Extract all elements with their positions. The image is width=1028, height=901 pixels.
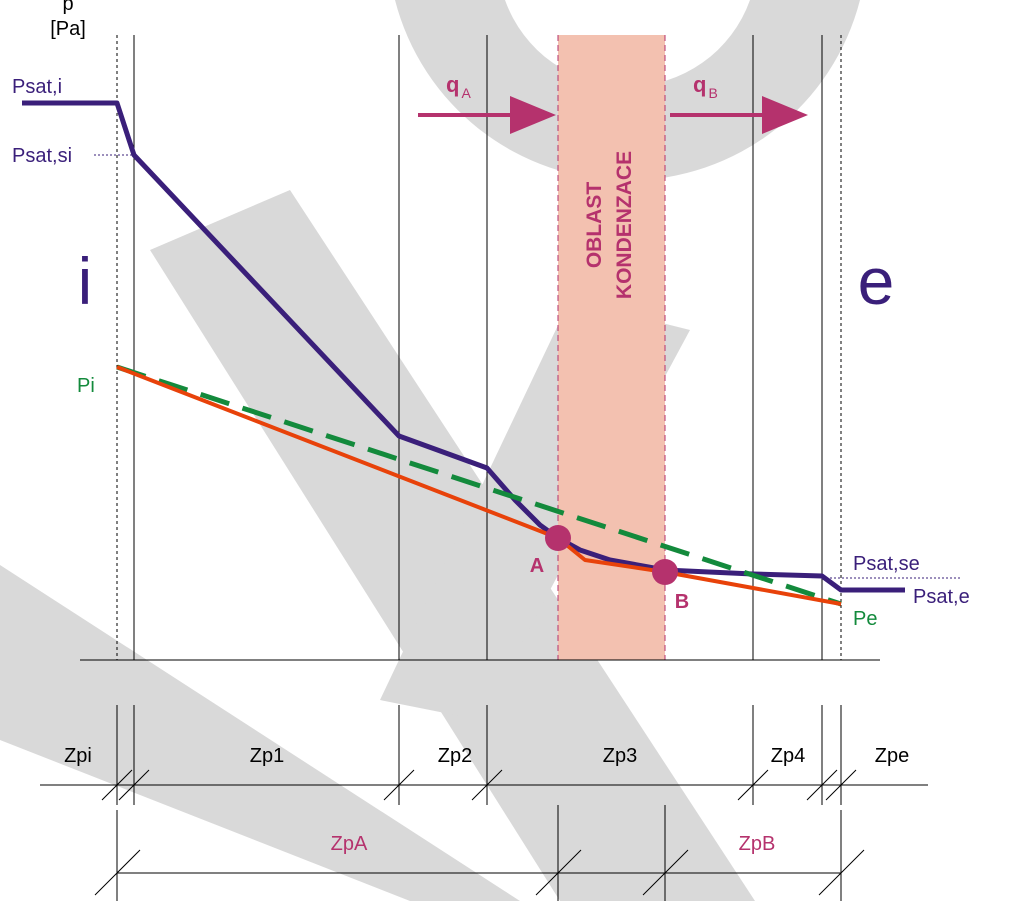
partial-pressure-curve (116, 365, 842, 606)
psat-se-label: Psat,se (853, 553, 920, 575)
psat-e-label: Psat,e (913, 586, 970, 608)
psat-si-label: Psat,si (12, 145, 72, 167)
linear-pressure-dashed (116, 364, 842, 607)
zp-label: Zp3 (603, 745, 637, 767)
interior-label: i (78, 244, 93, 318)
pe-label: Pe (853, 608, 877, 630)
flux-b-main: q (693, 72, 706, 97)
zp-b-label: ZpB (739, 833, 776, 855)
zp-label: Zpi (64, 745, 92, 767)
exterior-label: e (858, 244, 895, 318)
zp-label: Zp2 (438, 745, 472, 767)
point-b-label: B (675, 591, 689, 613)
point-a-label: A (530, 555, 544, 577)
axis-symbol: p (62, 0, 73, 15)
axis-unit: [Pa] (50, 18, 86, 40)
condensation-zone (558, 35, 665, 660)
zone-label-line2: KONDENZACE (613, 151, 636, 299)
dimension-row-1: Zpi Zp1 Zp2 Zp3 Zp4 Zpe (40, 705, 928, 805)
flux-arrow-a (418, 96, 556, 134)
watermark-stroke-bottom (0, 565, 520, 901)
flux-a-sub: A (461, 85, 471, 101)
flux-a-main: q (446, 72, 459, 97)
zp-a-label: ZpA (331, 833, 368, 855)
watermark-stroke-left (150, 190, 755, 901)
psat-i-label: Psat,i (12, 76, 62, 98)
dimension-row-2: ZpA ZpB (94, 805, 865, 901)
flux-arrow-b (670, 96, 808, 134)
point-b-marker (652, 559, 678, 585)
flux-b-sub: B (708, 85, 717, 101)
zone-label-line1: OBLAST (583, 182, 606, 269)
layer-boundaries (116, 35, 842, 660)
zp-label: Zpe (875, 745, 909, 767)
pi-label: Pi (77, 375, 95, 397)
zp-label: Zp1 (250, 745, 284, 767)
point-a-marker (545, 525, 571, 551)
zp-label: Zp4 (771, 745, 805, 767)
